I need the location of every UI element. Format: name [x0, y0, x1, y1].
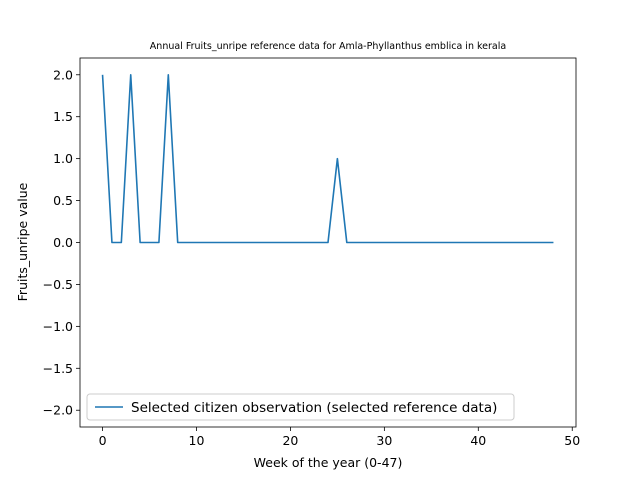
y-tick-label-7: −1.5: [43, 361, 73, 376]
y-tick-label-5: −0.5: [43, 277, 73, 292]
legend-label-0: Selected citizen observation (selected r…: [131, 400, 497, 416]
y-tick-label-2: 1.0: [53, 151, 73, 166]
x-tick-label-5: 50: [564, 433, 580, 448]
y-tick-label-4: 0.0: [53, 235, 73, 250]
x-tick-label-3: 30: [376, 433, 392, 448]
y-tick-label-6: −1.0: [43, 319, 73, 334]
y-tick-label-0: 2.0: [53, 67, 73, 82]
y-axis-label: Fruits_unripe value: [15, 182, 30, 301]
x-tick-label-1: 10: [189, 433, 205, 448]
y-tick-label-3: 0.5: [53, 193, 73, 208]
x-tick-label-2: 20: [282, 433, 298, 448]
legend-box: [86, 393, 515, 421]
y-tick-label-8: −2.0: [43, 403, 73, 418]
series-line-0: [101, 73, 554, 244]
plot-area: 0 10 20 30 40 50 2.0 1.5 1.0 0.5 0.0 −0.5 −1.0 −1.5 −2…: [43, 57, 580, 448]
x-tick-label-4: 40: [470, 433, 486, 448]
chart-title: Annual Fruits_unripe reference data for …: [150, 41, 506, 52]
x-tick-label-0: 0: [99, 433, 107, 448]
y-tick-label-1: 1.5: [53, 109, 73, 124]
x-axis-label: Week of the year (0-47): [254, 455, 403, 470]
